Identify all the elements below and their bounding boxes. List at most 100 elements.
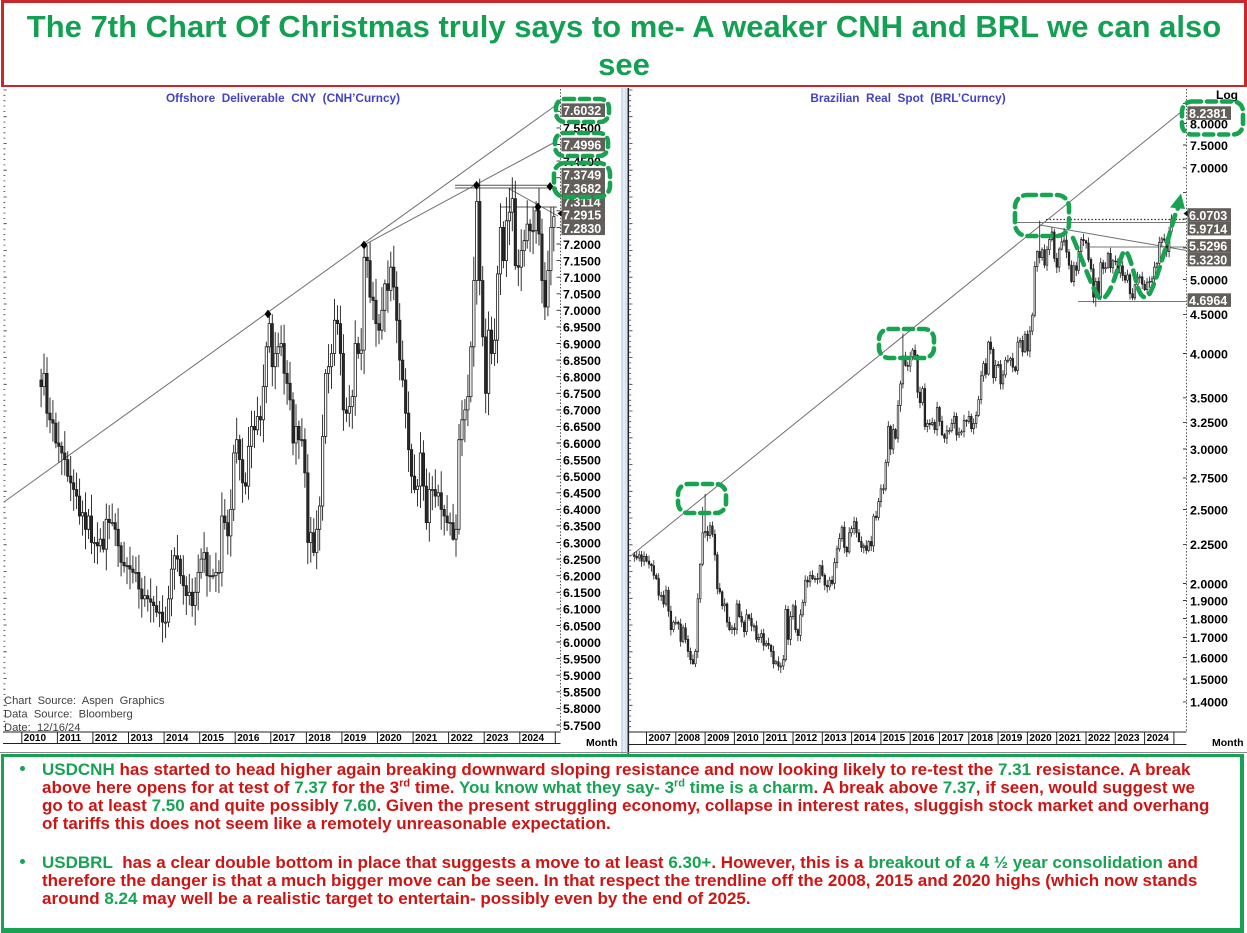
svg-text:2015: 2015 [883, 733, 906, 744]
svg-text:5.0000: 5.0000 [1190, 273, 1228, 287]
svg-text:6.2500: 6.2500 [563, 553, 601, 567]
svg-text:8.0000: 8.0000 [1190, 117, 1228, 131]
svg-text:7.3682: 7.3682 [563, 182, 601, 196]
svg-text:2019: 2019 [1000, 733, 1023, 744]
svg-text:6.8000: 6.8000 [563, 371, 601, 385]
svg-text:5.9000: 5.9000 [563, 669, 601, 683]
svg-text:Month: Month [586, 737, 618, 749]
svg-text:8.2381: 8.2381 [1189, 107, 1227, 121]
svg-text:2024: 2024 [1147, 733, 1170, 744]
svg-text:2007: 2007 [649, 733, 672, 744]
svg-text:2013: 2013 [824, 733, 847, 744]
svg-text:7.2915: 7.2915 [563, 209, 601, 223]
svg-text:7.1500: 7.1500 [563, 254, 601, 268]
svg-text:6.9500: 6.9500 [563, 321, 601, 335]
svg-text:2016: 2016 [237, 733, 260, 744]
svg-text:2.2500: 2.2500 [1190, 538, 1228, 552]
svg-text:7.0000: 7.0000 [1190, 162, 1228, 176]
svg-text:5.3230: 5.3230 [1189, 253, 1227, 267]
svg-text:1.8000: 1.8000 [1190, 612, 1228, 626]
svg-text:2.7500: 2.7500 [1190, 472, 1228, 486]
svg-text:7.4996: 7.4996 [563, 138, 601, 152]
svg-text:6.6000: 6.6000 [563, 437, 601, 451]
svg-text:Date: 12/16/24: Date: 12/16/24 [4, 722, 81, 734]
svg-text:2020: 2020 [380, 733, 403, 744]
svg-text:2008: 2008 [678, 733, 701, 744]
svg-text:6.7000: 6.7000 [563, 404, 601, 418]
svg-text:6.3000: 6.3000 [563, 536, 601, 550]
svg-text:2020: 2020 [1029, 733, 1052, 744]
svg-text:2012: 2012 [795, 733, 818, 744]
svg-text:6.7500: 6.7500 [563, 387, 601, 401]
svg-text:3.0000: 3.0000 [1190, 443, 1228, 457]
svg-text:1.5000: 1.5000 [1190, 673, 1228, 687]
svg-text:5.7500: 5.7500 [563, 719, 601, 733]
svg-text:6.4000: 6.4000 [563, 503, 601, 517]
svg-text:Brazilian Real Spot (BRL’Cu: Brazilian Real Spot (BRL’Curncy) [810, 91, 1005, 105]
svg-text:Log: Log [1216, 88, 1238, 102]
svg-text:2009: 2009 [707, 733, 730, 744]
svg-text:2017: 2017 [942, 733, 965, 744]
svg-text:7.5000: 7.5000 [1190, 139, 1228, 153]
svg-text:2019: 2019 [344, 733, 367, 744]
svg-text:1.7000: 1.7000 [1190, 631, 1228, 645]
svg-text:1.4000: 1.4000 [1190, 696, 1228, 710]
svg-text:6.4500: 6.4500 [563, 487, 601, 501]
svg-text:2.5000: 2.5000 [1190, 503, 1228, 517]
svg-text:2018: 2018 [308, 733, 331, 744]
svg-text:1.9000: 1.9000 [1190, 594, 1228, 608]
svg-text:7.3749: 7.3749 [563, 169, 601, 183]
svg-text:7.1000: 7.1000 [563, 271, 601, 285]
svg-text:2018: 2018 [971, 733, 994, 744]
svg-text:7.0500: 7.0500 [563, 288, 601, 302]
svg-text:3.2500: 3.2500 [1190, 416, 1228, 430]
svg-text:6.0703: 6.0703 [1189, 209, 1227, 223]
svg-text:Data Source: Bloomberg: Data Source: Bloomberg [4, 709, 133, 721]
svg-text:6.3500: 6.3500 [563, 520, 601, 534]
svg-text:6.6500: 6.6500 [563, 420, 601, 434]
svg-text:3.5000: 3.5000 [1190, 392, 1228, 406]
svg-text:4.6964: 4.6964 [1189, 294, 1227, 308]
svg-text:5.5296: 5.5296 [1189, 240, 1227, 254]
svg-text:7.0000: 7.0000 [563, 304, 601, 318]
svg-text:5.9500: 5.9500 [563, 652, 601, 666]
svg-text:6.1000: 6.1000 [563, 603, 601, 617]
svg-text:2023: 2023 [1117, 733, 1140, 744]
svg-text:2011: 2011 [766, 733, 788, 744]
svg-text:2010: 2010 [736, 733, 759, 744]
svg-text:2021: 2021 [415, 733, 438, 744]
svg-text:6.9000: 6.9000 [563, 337, 601, 351]
svg-text:Offshore Deliverable CNY (C: Offshore Deliverable CNY (CNH’Curncy) [166, 91, 400, 105]
svg-text:2013: 2013 [131, 733, 154, 744]
svg-text:7.2830: 7.2830 [563, 222, 601, 236]
svg-text:5.8500: 5.8500 [563, 686, 601, 700]
svg-text:2022: 2022 [1088, 733, 1111, 744]
svg-text:5.8000: 5.8000 [563, 702, 601, 716]
svg-text:6.0000: 6.0000 [563, 636, 601, 650]
svg-text:6.5500: 6.5500 [563, 453, 601, 467]
svg-text:6.8500: 6.8500 [563, 354, 601, 368]
svg-text:6.0500: 6.0500 [563, 619, 601, 633]
svg-text:6.2000: 6.2000 [563, 570, 601, 584]
svg-text:5.9714: 5.9714 [1189, 222, 1227, 236]
svg-text:2014: 2014 [854, 733, 877, 744]
svg-text:2015: 2015 [202, 733, 225, 744]
svg-text:2021: 2021 [1059, 733, 1082, 744]
svg-text:Chart Source: Aspen Graphic: Chart Source: Aspen Graphics [4, 695, 165, 707]
svg-text:2024: 2024 [522, 733, 545, 744]
svg-text:2023: 2023 [486, 733, 509, 744]
svg-text:2016: 2016 [912, 733, 935, 744]
svg-text:2010: 2010 [24, 733, 47, 744]
svg-text:2017: 2017 [273, 733, 296, 744]
svg-text:7.6032: 7.6032 [563, 104, 601, 118]
svg-text:Month: Month [1212, 737, 1244, 749]
svg-text:4.5000: 4.5000 [1190, 308, 1228, 322]
svg-text:2011: 2011 [59, 733, 81, 744]
svg-text:2014: 2014 [166, 733, 189, 744]
svg-text:6.5000: 6.5000 [563, 470, 601, 484]
svg-text:2012: 2012 [95, 733, 118, 744]
svg-text:6.1500: 6.1500 [563, 586, 601, 600]
svg-text:7.2000: 7.2000 [563, 238, 601, 252]
svg-text:2.0000: 2.0000 [1190, 577, 1228, 591]
svg-text:1.6000: 1.6000 [1190, 651, 1228, 665]
